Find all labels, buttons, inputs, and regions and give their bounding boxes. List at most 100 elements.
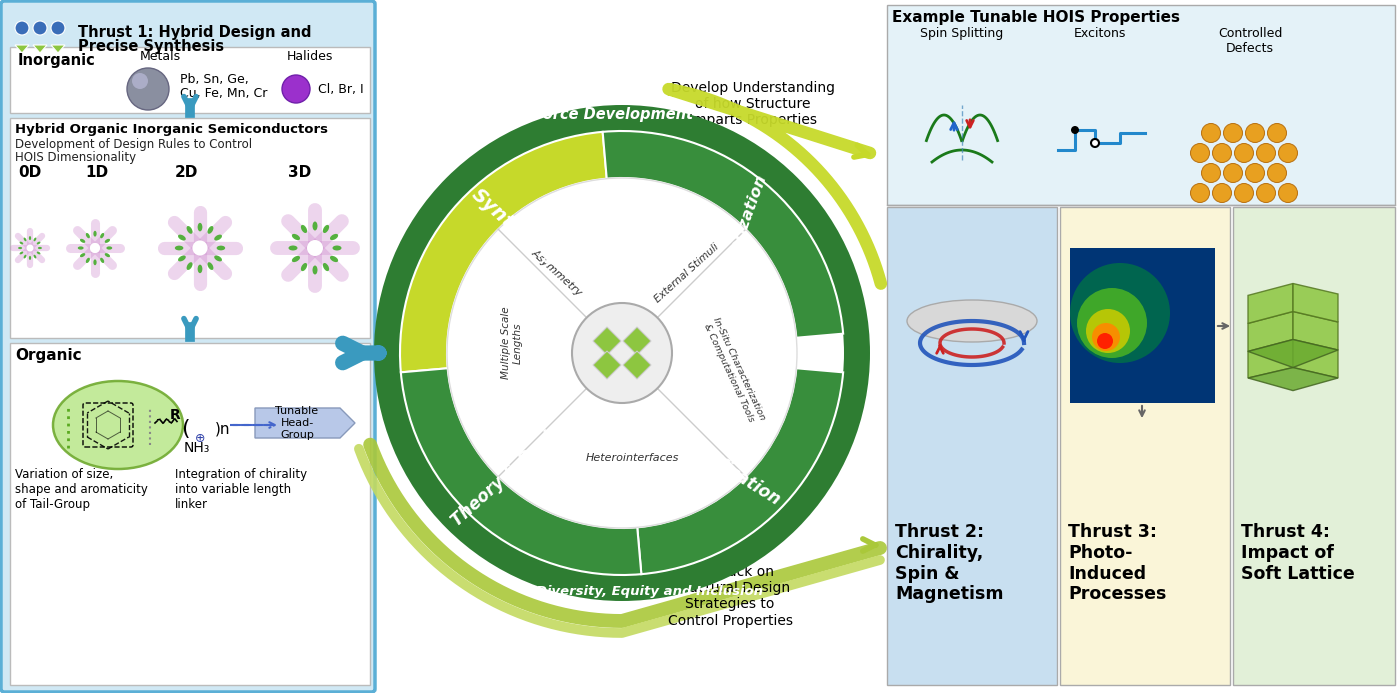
Polygon shape (50, 45, 64, 53)
Circle shape (281, 75, 309, 103)
Ellipse shape (80, 239, 85, 243)
Ellipse shape (301, 263, 307, 271)
Polygon shape (623, 351, 651, 379)
Text: Diversity, Equity and Inclusion: Diversity, Equity and Inclusion (536, 584, 763, 597)
Text: Inorganic: Inorganic (18, 53, 95, 68)
Wedge shape (400, 132, 606, 372)
Text: Synthesis: Synthesis (468, 185, 560, 271)
Circle shape (1212, 143, 1232, 162)
Circle shape (1224, 123, 1243, 143)
Ellipse shape (333, 245, 342, 250)
Ellipse shape (291, 234, 300, 240)
Circle shape (374, 105, 869, 601)
Circle shape (1257, 143, 1275, 162)
FancyBboxPatch shape (10, 343, 370, 685)
Polygon shape (15, 45, 29, 53)
Circle shape (132, 73, 148, 89)
Circle shape (1246, 164, 1264, 182)
Ellipse shape (20, 252, 24, 254)
Polygon shape (1294, 311, 1338, 350)
Ellipse shape (330, 234, 339, 240)
Ellipse shape (36, 242, 41, 245)
Ellipse shape (207, 226, 213, 234)
Ellipse shape (94, 231, 97, 236)
Ellipse shape (301, 225, 307, 233)
Text: Halides: Halides (287, 50, 333, 63)
Text: External Stimuli: External Stimuli (652, 242, 721, 304)
Ellipse shape (24, 255, 27, 258)
Ellipse shape (175, 245, 183, 250)
Circle shape (307, 240, 323, 256)
Text: ⊕: ⊕ (195, 432, 206, 444)
Circle shape (1201, 164, 1221, 182)
Ellipse shape (907, 300, 1037, 342)
Circle shape (1071, 126, 1079, 134)
FancyBboxPatch shape (1070, 248, 1215, 403)
Circle shape (90, 243, 101, 253)
Circle shape (1092, 323, 1120, 351)
Ellipse shape (312, 222, 318, 231)
FancyBboxPatch shape (10, 118, 370, 338)
Ellipse shape (24, 238, 27, 241)
Polygon shape (1294, 283, 1338, 322)
Text: Thrust 2:
Chirality,
Spin &
Magnetism: Thrust 2: Chirality, Spin & Magnetism (895, 523, 1004, 604)
Ellipse shape (106, 247, 112, 249)
Text: Spin Splitting: Spin Splitting (920, 27, 1004, 40)
Ellipse shape (36, 252, 41, 254)
Text: Thrust 4:
Impact of
Soft Lattice: Thrust 4: Impact of Soft Lattice (1240, 523, 1355, 583)
Circle shape (15, 21, 29, 35)
Ellipse shape (80, 253, 85, 257)
Circle shape (1246, 123, 1264, 143)
Polygon shape (623, 327, 651, 355)
Ellipse shape (178, 235, 186, 240)
Ellipse shape (53, 381, 183, 469)
Circle shape (1278, 184, 1298, 202)
Ellipse shape (29, 256, 31, 260)
Circle shape (192, 240, 207, 256)
Ellipse shape (178, 256, 186, 261)
Ellipse shape (94, 259, 97, 265)
Polygon shape (1247, 340, 1338, 367)
Circle shape (1212, 184, 1232, 202)
Circle shape (1091, 139, 1099, 147)
Circle shape (127, 68, 169, 110)
Text: Modification: Modification (676, 432, 784, 509)
Text: Organic: Organic (15, 348, 81, 363)
Circle shape (400, 131, 844, 575)
Text: Thrust 1: Hybrid Design and: Thrust 1: Hybrid Design and (78, 25, 311, 40)
FancyBboxPatch shape (888, 207, 1057, 685)
Ellipse shape (20, 242, 24, 245)
FancyBboxPatch shape (888, 5, 1394, 205)
Ellipse shape (186, 262, 193, 270)
Polygon shape (1247, 311, 1294, 351)
Circle shape (27, 245, 34, 252)
Text: )n: )n (216, 421, 231, 437)
Polygon shape (1294, 340, 1338, 378)
FancyBboxPatch shape (1233, 207, 1394, 685)
Ellipse shape (323, 263, 329, 271)
Wedge shape (400, 368, 641, 575)
FancyBboxPatch shape (10, 47, 370, 113)
Text: (: ( (182, 419, 190, 439)
Text: Develop Understanding
of how Structure
Imparts Properties: Develop Understanding of how Structure I… (671, 81, 834, 128)
Circle shape (573, 303, 672, 403)
Polygon shape (594, 327, 622, 355)
Ellipse shape (197, 265, 203, 273)
Ellipse shape (207, 262, 213, 270)
Ellipse shape (288, 245, 297, 250)
Ellipse shape (197, 223, 203, 231)
Circle shape (1201, 123, 1221, 143)
Ellipse shape (18, 247, 22, 249)
Text: Thrust 3:
Photo-
Induced
Processes: Thrust 3: Photo- Induced Processes (1068, 523, 1166, 604)
Circle shape (1190, 143, 1210, 162)
Text: R: R (169, 408, 181, 422)
Circle shape (1257, 184, 1275, 202)
Circle shape (1267, 123, 1287, 143)
FancyBboxPatch shape (1, 1, 375, 692)
Text: Controlled
Defects: Controlled Defects (1218, 27, 1282, 55)
Text: 2D: 2D (175, 165, 199, 180)
Circle shape (1098, 333, 1113, 349)
Ellipse shape (217, 245, 225, 250)
Ellipse shape (38, 247, 42, 249)
Ellipse shape (101, 258, 104, 263)
